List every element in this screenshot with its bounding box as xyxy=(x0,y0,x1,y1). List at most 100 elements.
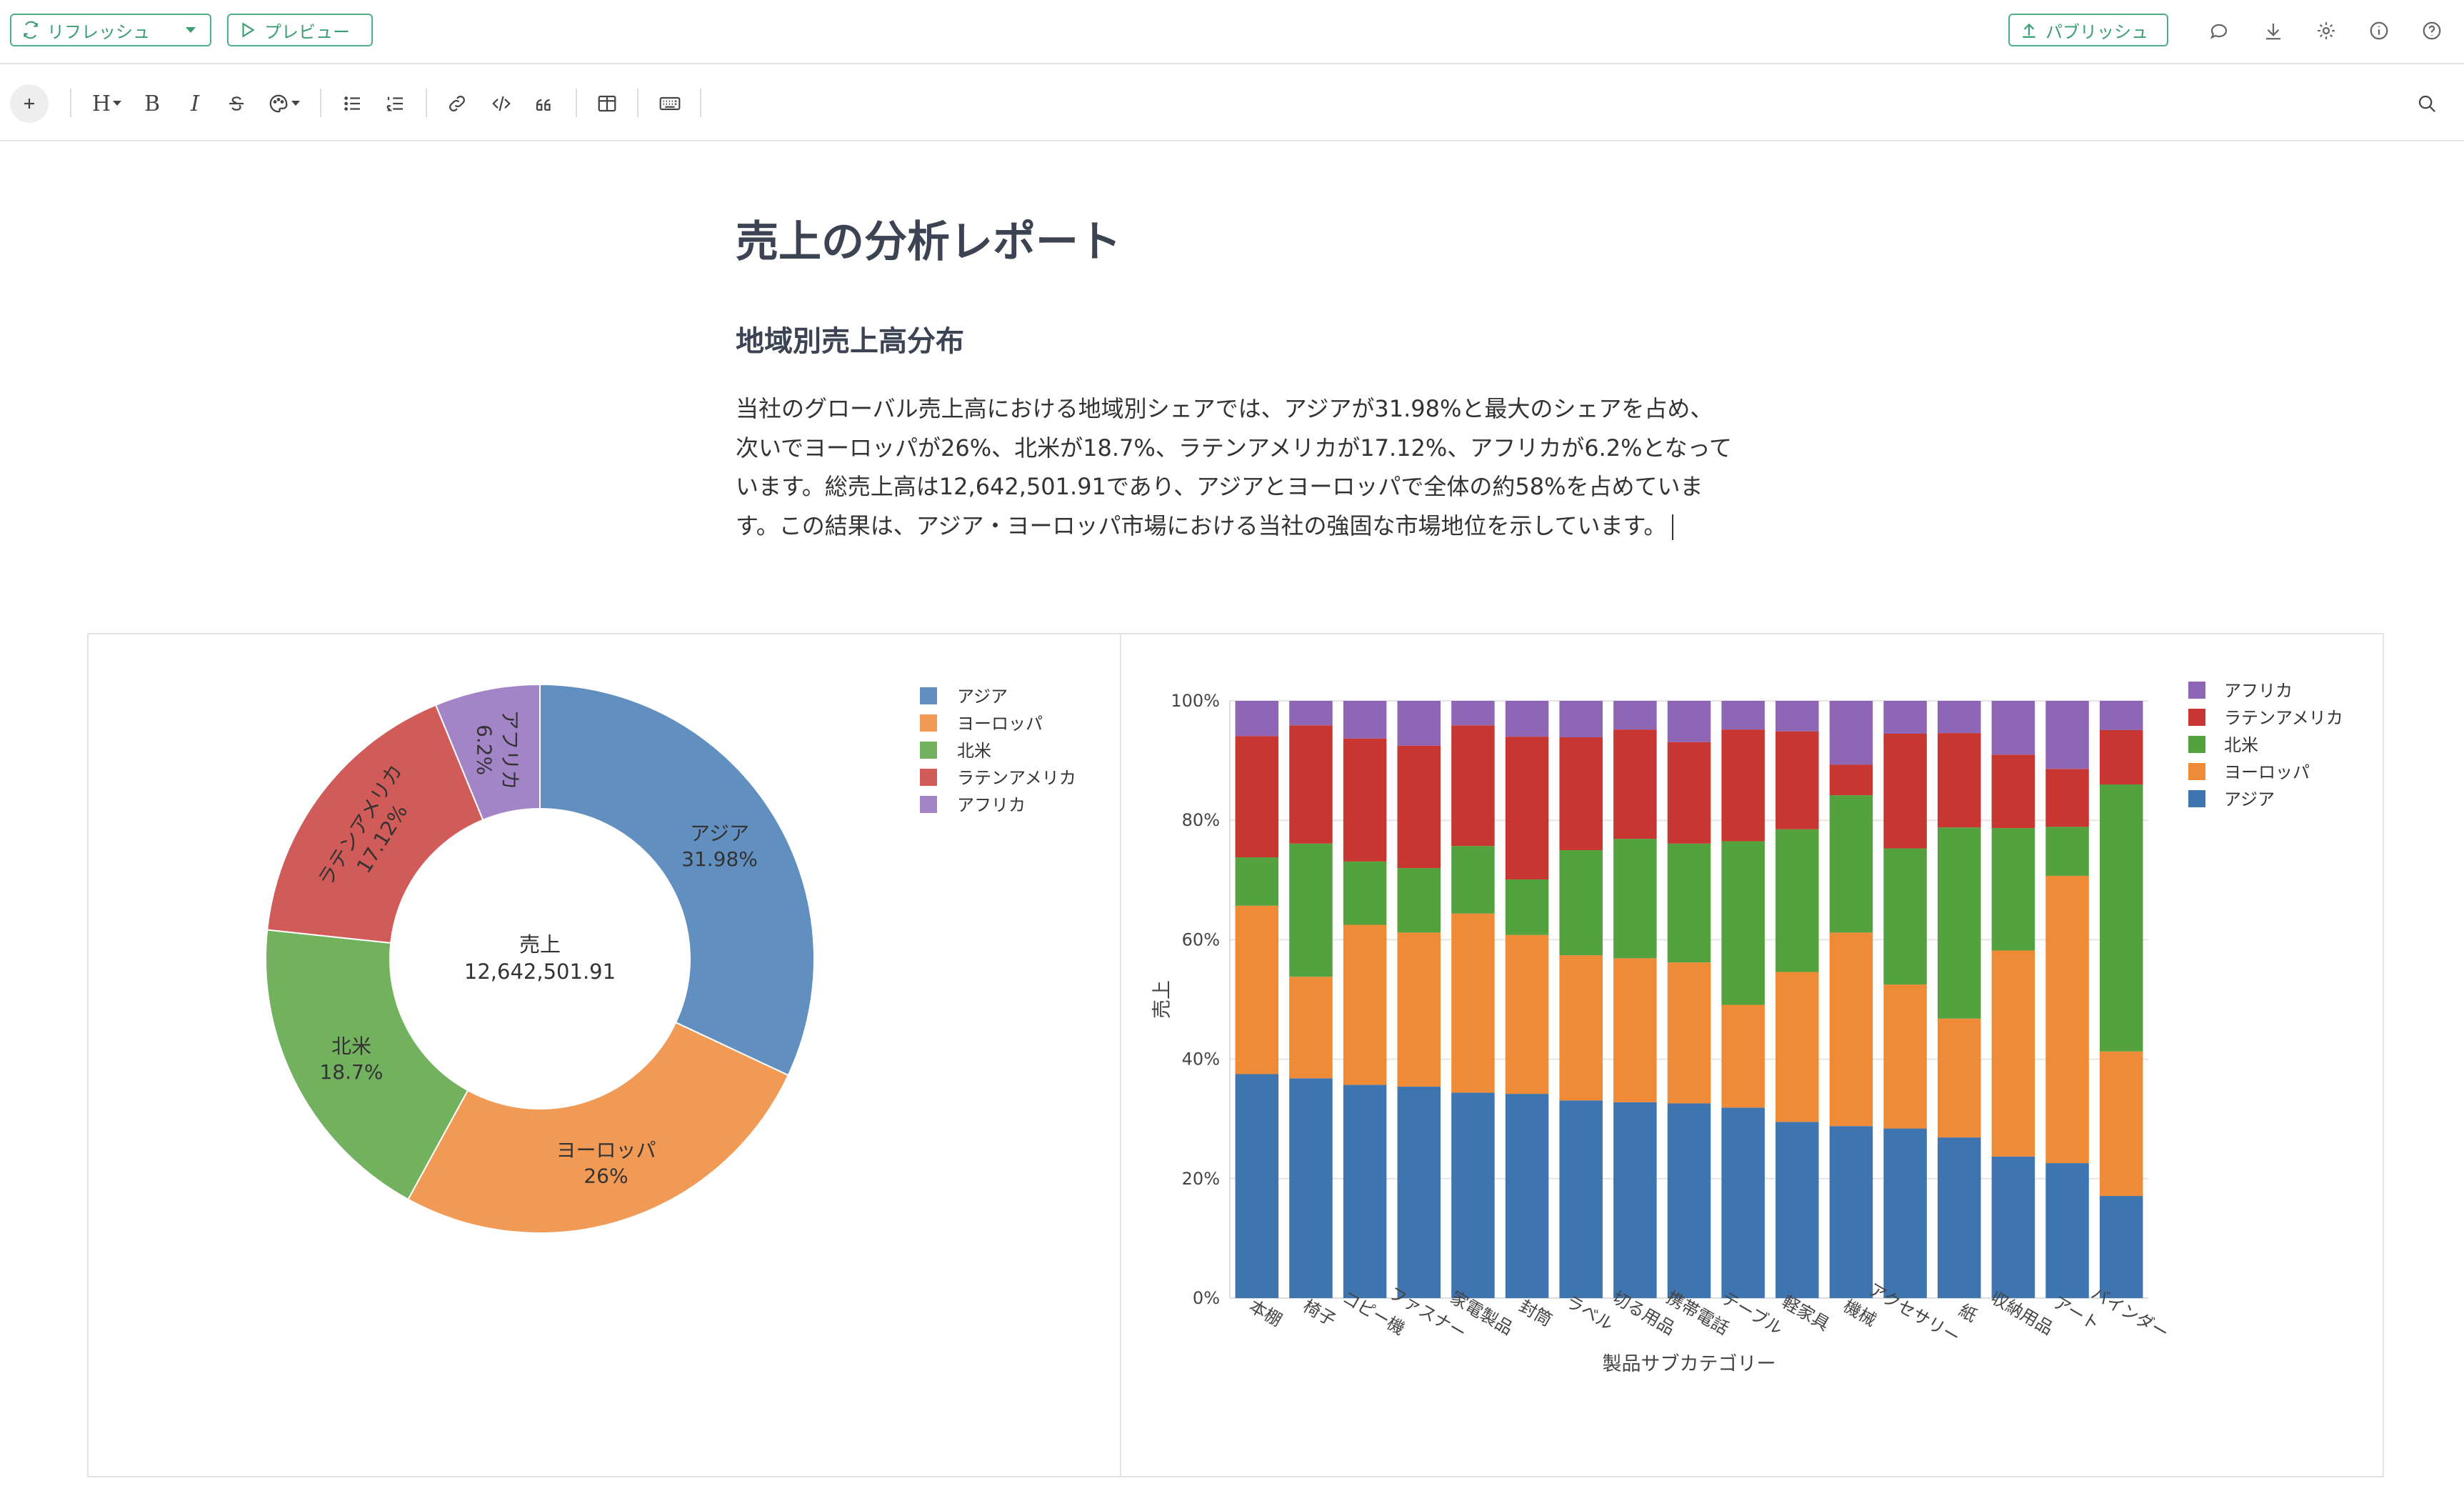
body-paragraph[interactable]: 当社のグローバル売上高における地域別シェアでは、アジアが31.98%と最大のシェ… xyxy=(736,389,1736,545)
bold-button[interactable]: B xyxy=(140,89,164,119)
bar-segment[interactable] xyxy=(1613,958,1657,1102)
comment-icon[interactable] xyxy=(2205,17,2233,44)
bar-segment[interactable] xyxy=(1721,729,1765,842)
donut-slice[interactable] xyxy=(434,683,541,822)
bar-segment[interactable] xyxy=(2099,729,2143,785)
bar-segment[interactable] xyxy=(1559,1100,1603,1298)
bar-segment[interactable] xyxy=(1343,738,1387,862)
bar-segment[interactable] xyxy=(1559,955,1603,1101)
bar-segment[interactable] xyxy=(1776,829,1819,972)
bar-segment[interactable] xyxy=(1721,841,1765,1005)
bar-segment[interactable] xyxy=(1613,839,1657,959)
bar-segment[interactable] xyxy=(1397,868,1441,933)
bar-segment[interactable] xyxy=(1343,861,1387,925)
donut-slice[interactable] xyxy=(265,929,469,1201)
bar-segment[interactable] xyxy=(1451,1092,1495,1298)
bar-segment[interactable] xyxy=(1776,1122,1819,1298)
bar-segment[interactable] xyxy=(1289,725,1333,844)
bar-segment[interactable] xyxy=(1776,731,1819,829)
italic-button[interactable]: I xyxy=(183,89,207,119)
bar-segment[interactable] xyxy=(1451,725,1495,847)
text-color-button[interactable] xyxy=(264,89,304,119)
bar-segment[interactable] xyxy=(1667,701,1711,742)
bar-segment[interactable] xyxy=(1883,733,1927,849)
bar-segment[interactable] xyxy=(1505,737,1549,879)
info-icon[interactable] xyxy=(2365,17,2393,44)
bar-segment[interactable] xyxy=(2045,769,2089,827)
bar-segment[interactable] xyxy=(1451,913,1495,1093)
publish-button[interactable]: パブリッシュ xyxy=(2008,14,2168,46)
table-button[interactable] xyxy=(593,89,621,119)
bar-segment[interactable] xyxy=(1667,843,1711,963)
bar-segment[interactable] xyxy=(1235,857,1279,906)
bar-segment[interactable] xyxy=(2099,1196,2143,1298)
bar-segment[interactable] xyxy=(1343,701,1387,739)
bar-segment[interactable] xyxy=(1667,962,1711,1104)
bar-segment[interactable] xyxy=(1613,729,1657,839)
add-block-button[interactable] xyxy=(10,84,49,123)
bar-segment[interactable] xyxy=(1667,1103,1711,1298)
donut-slice[interactable] xyxy=(539,683,815,1077)
bar-segment[interactable] xyxy=(1829,1126,1873,1298)
bar-segment[interactable] xyxy=(1829,932,1873,1127)
bar-segment[interactable] xyxy=(2099,701,2143,730)
bar-segment[interactable] xyxy=(1937,827,1981,1019)
shortcuts-button[interactable] xyxy=(656,89,684,119)
bar-segment[interactable] xyxy=(1991,754,2035,829)
donut-slice[interactable] xyxy=(266,704,484,944)
bar-segment[interactable] xyxy=(1883,984,1927,1129)
bar-segment[interactable] xyxy=(1397,932,1441,1087)
bar-segment[interactable] xyxy=(1397,701,1441,746)
bar-segment[interactable] xyxy=(2099,784,2143,1052)
bar-segment[interactable] xyxy=(1289,701,1333,726)
bar-segment[interactable] xyxy=(1397,745,1441,869)
download-icon[interactable] xyxy=(2260,17,2287,44)
refresh-button[interactable]: リフレッシュ xyxy=(10,14,173,46)
bar-segment[interactable] xyxy=(1937,1018,1981,1138)
strikethrough-button[interactable] xyxy=(224,89,249,119)
preview-button[interactable]: プレビュー xyxy=(227,14,373,46)
bar-segment[interactable] xyxy=(1235,1074,1279,1299)
bar-segment[interactable] xyxy=(1991,1156,2035,1298)
bar-segment[interactable] xyxy=(1505,1094,1549,1298)
bar-segment[interactable] xyxy=(1235,701,1279,737)
bar-segment[interactable] xyxy=(1505,701,1549,737)
bar-segment[interactable] xyxy=(2045,1163,2089,1298)
bar-segment[interactable] xyxy=(1397,1087,1441,1298)
bar-segment[interactable] xyxy=(1883,1128,1927,1298)
bar-segment[interactable] xyxy=(2045,701,2089,769)
bar-segment[interactable] xyxy=(1343,924,1387,1085)
bar-segment[interactable] xyxy=(2045,875,2089,1164)
bar-segment[interactable] xyxy=(1937,1137,1981,1298)
bar-segment[interactable] xyxy=(1883,848,1927,985)
bar-segment[interactable] xyxy=(1937,701,1981,734)
bullet-list-button[interactable] xyxy=(339,89,367,119)
bar-segment[interactable] xyxy=(1776,701,1819,732)
bar-segment[interactable] xyxy=(1451,701,1495,726)
bar-segment[interactable] xyxy=(1613,1102,1657,1298)
bar-segment[interactable] xyxy=(1937,733,1981,828)
bar-segment[interactable] xyxy=(2099,1051,2143,1197)
numbered-list-button[interactable] xyxy=(381,89,410,119)
bar-segment[interactable] xyxy=(1991,701,2035,755)
bar-segment[interactable] xyxy=(1235,736,1279,858)
bar-segment[interactable] xyxy=(1235,905,1279,1074)
bar-segment[interactable] xyxy=(1667,742,1711,844)
refresh-dropdown-button[interactable] xyxy=(171,14,211,46)
bar-segment[interactable] xyxy=(1559,701,1603,737)
bar-segment[interactable] xyxy=(1721,701,1765,730)
bar-segment[interactable] xyxy=(1559,737,1603,850)
search-button[interactable] xyxy=(2413,89,2441,119)
bar-segment[interactable] xyxy=(1991,828,2035,951)
bar-segment[interactable] xyxy=(1505,879,1549,935)
bar-segment[interactable] xyxy=(1343,1084,1387,1298)
bar-segment[interactable] xyxy=(1505,934,1549,1094)
bar-segment[interactable] xyxy=(1289,843,1333,977)
bar-segment[interactable] xyxy=(1613,701,1657,730)
gear-icon[interactable] xyxy=(2313,17,2340,44)
bar-segment[interactable] xyxy=(1776,972,1819,1122)
donut-slice[interactable] xyxy=(407,1021,789,1234)
bar-segment[interactable] xyxy=(1289,977,1333,1079)
bar-segment[interactable] xyxy=(1883,701,1927,734)
help-icon[interactable] xyxy=(2418,17,2445,44)
